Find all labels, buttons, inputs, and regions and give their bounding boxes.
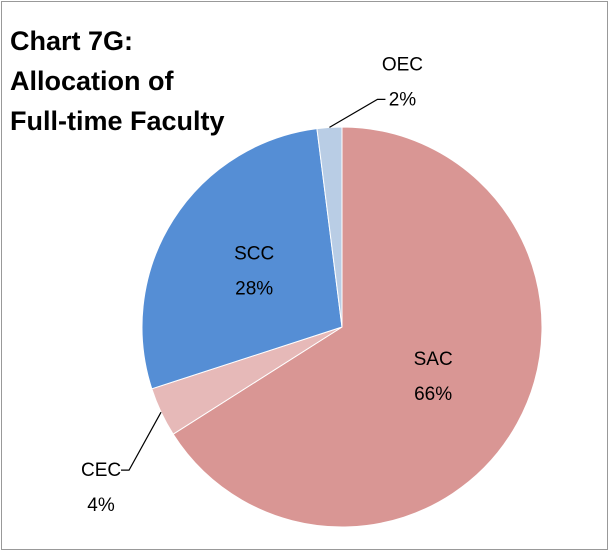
slice-value-label: 66%: [414, 384, 452, 405]
pie-slice: [141, 128, 343, 390]
leader-line: [329, 98, 386, 128]
chart-title: Full-time Faculty: [10, 106, 225, 136]
leader-line: [121, 411, 162, 471]
chart-title: Chart 7G:: [10, 26, 133, 56]
pie-slice: [172, 126, 543, 528]
slice-label: OEC: [382, 54, 423, 75]
slice-label: SAC: [414, 349, 453, 370]
slice-label: SCC: [234, 243, 274, 264]
slice-value-label: 4%: [87, 495, 115, 516]
pie-slice: [316, 126, 343, 328]
slice-value-label: 28%: [235, 278, 273, 299]
slice-value-label: 2%: [389, 89, 417, 110]
slice-label: CEC: [81, 460, 121, 481]
chart-title: Allocation of: [10, 66, 174, 96]
